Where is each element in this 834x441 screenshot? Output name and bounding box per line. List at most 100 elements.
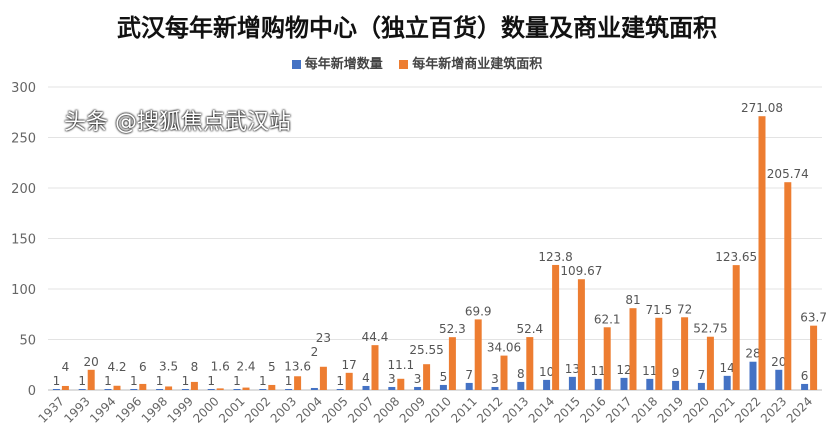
bar-count — [104, 388, 112, 390]
bar-count — [723, 375, 731, 390]
bar-area — [268, 384, 276, 390]
bar-count — [336, 388, 344, 390]
data-label-count: 7 — [698, 368, 706, 382]
data-label-count: 3 — [491, 372, 499, 386]
bar-count — [517, 381, 525, 390]
data-label-area: 44.4 — [362, 330, 389, 344]
bar-area — [371, 345, 379, 390]
data-label-count: 20 — [771, 355, 786, 369]
bar-count — [207, 388, 215, 390]
data-label-count: 1 — [259, 374, 267, 388]
data-label-count: 4 — [362, 371, 370, 385]
data-label-count: 1 — [182, 374, 190, 388]
y-tick-label: 150 — [11, 233, 36, 248]
data-label-area: 52.4 — [516, 322, 543, 336]
data-label-area: 109.67 — [560, 264, 602, 278]
bar-area — [706, 336, 714, 390]
data-label-count: 9 — [672, 366, 680, 380]
bar-area — [294, 376, 302, 390]
data-label-area: 6 — [139, 360, 147, 374]
bar-count — [543, 379, 551, 390]
bar-area — [319, 366, 327, 390]
y-tick-label: 0 — [28, 384, 36, 399]
data-label-area: 1.6 — [211, 359, 230, 373]
data-label-area: 123.65 — [715, 250, 757, 264]
data-label-area: 71.5 — [645, 303, 672, 317]
x-tick-label: 1996 — [113, 394, 144, 425]
data-label-area: 2.4 — [236, 360, 255, 374]
bar-count — [491, 386, 499, 390]
legend: 每年新增数量 每年新增商业建筑面积 — [0, 53, 834, 72]
data-label-area: 25.55 — [409, 343, 443, 357]
legend-swatch-area — [399, 60, 409, 69]
y-tick-label: 200 — [11, 182, 36, 197]
legend-swatch-count — [291, 60, 301, 69]
bar-area — [655, 317, 663, 390]
data-label-count: 1 — [285, 374, 293, 388]
x-tick-label: 2012 — [474, 394, 505, 425]
bar-count — [156, 388, 164, 390]
data-label-area: 34.06 — [487, 341, 521, 355]
x-tick-label: 2022 — [732, 394, 763, 425]
x-tick-label: 1993 — [61, 394, 92, 425]
data-label-count: 1 — [207, 374, 215, 388]
bar-count — [697, 382, 705, 390]
data-label-count: 7 — [465, 368, 473, 382]
y-tick-label: 50 — [19, 334, 36, 349]
bar-count — [414, 386, 422, 390]
bar-count — [594, 378, 602, 390]
data-label-area: 52.3 — [439, 322, 466, 336]
data-label-area: 63.7 — [800, 311, 827, 325]
data-label-count: 8 — [517, 367, 525, 381]
x-tick-label: 2015 — [552, 394, 583, 425]
bar-area — [113, 385, 121, 390]
legend-label-area: 每年新增商业建筑面积 — [412, 57, 543, 72]
bar-area — [552, 264, 560, 390]
data-label-count: 28 — [745, 347, 760, 361]
x-tick-label: 2008 — [371, 394, 402, 425]
data-label-area: 5 — [268, 360, 276, 374]
data-label-count: 1 — [78, 374, 86, 388]
data-label-count: 11 — [591, 364, 606, 378]
bar-count — [285, 388, 293, 390]
bar-count — [672, 380, 680, 390]
bar-count — [749, 361, 757, 390]
bar-count — [130, 388, 138, 390]
data-label-count: 3 — [388, 372, 396, 386]
x-tick-label: 2000 — [190, 394, 221, 425]
bar-count — [310, 387, 318, 390]
data-label-area: 123.8 — [538, 250, 572, 264]
bar-area — [526, 337, 534, 390]
x-tick-label: 2023 — [758, 394, 789, 425]
data-label-count: 1 — [53, 374, 61, 388]
data-label-count: 1 — [104, 374, 112, 388]
bar-count — [775, 369, 783, 390]
x-tick-label: 1994 — [87, 394, 118, 425]
bar-area — [190, 381, 198, 390]
data-label-count: 6 — [801, 369, 809, 383]
watermark: 头条 @搜狐焦点武汉站 — [64, 110, 291, 135]
data-label-area: 69.9 — [465, 304, 492, 318]
data-label-count: 3 — [414, 372, 422, 386]
data-label-area: 205.74 — [767, 167, 809, 181]
x-tick-label: 2002 — [242, 394, 273, 425]
data-label-area: 72 — [677, 302, 692, 316]
bar-area — [87, 369, 95, 390]
bar-area — [139, 383, 147, 390]
data-label-area: 52.75 — [693, 322, 727, 336]
y-tick-label: 250 — [11, 132, 36, 147]
bar-area — [681, 317, 689, 390]
data-label-area: 11.1 — [387, 358, 414, 372]
chart-title: 武汉每年新增购物中心（独立百货）数量及商业建筑面积 — [117, 14, 717, 42]
y-tick-label: 300 — [11, 81, 36, 96]
bar-area — [500, 355, 508, 390]
x-tick-label: 1937 — [36, 394, 67, 425]
legend-item-count: 每年新增数量 — [291, 53, 383, 72]
bar-area — [784, 182, 792, 390]
bar-area — [423, 364, 431, 390]
bar-area — [810, 325, 818, 390]
bar-area — [242, 387, 250, 390]
bar-count — [233, 388, 241, 390]
bar-count — [439, 384, 447, 390]
